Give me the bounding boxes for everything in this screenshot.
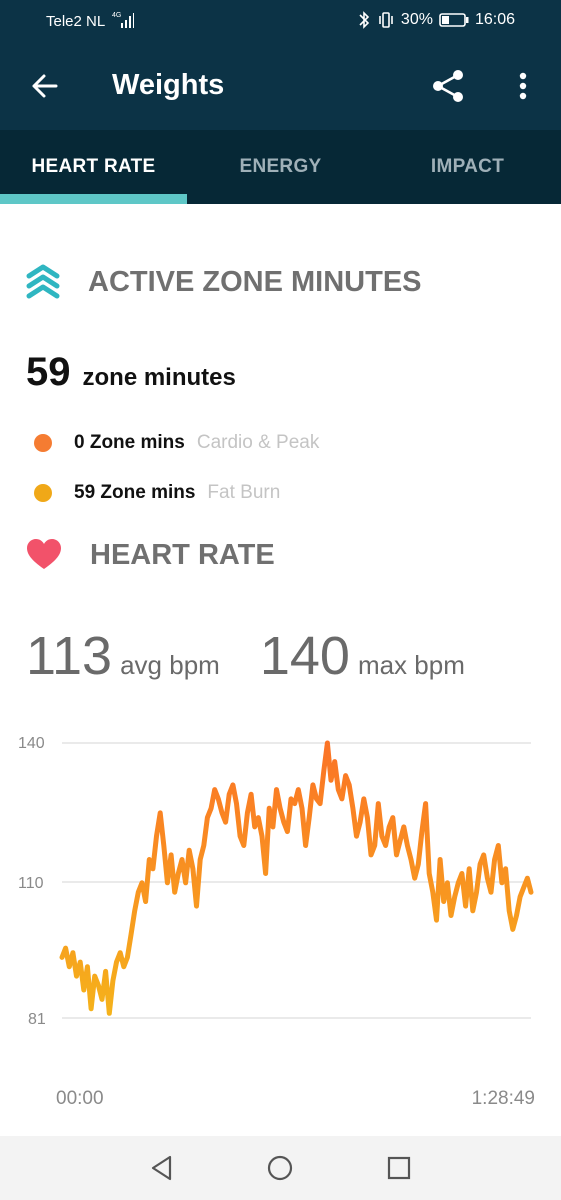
zone-category: Cardio & Peak: [196, 432, 320, 453]
more-vert-icon[interactable]: [508, 66, 538, 106]
system-nav-bar: [0, 1136, 561, 1200]
tab-energy[interactable]: ENERGY: [239, 156, 322, 177]
signal-icon: 4G: [112, 12, 134, 28]
vibrate-icon: [379, 12, 393, 28]
tab-impact[interactable]: IMPACT: [430, 156, 505, 177]
battery-icon: [439, 13, 469, 27]
heart-icon: [27, 539, 61, 569]
page-title: Weights: [112, 69, 225, 101]
app-bar: Weights: [0, 42, 561, 130]
bluetooth-icon: [359, 11, 370, 29]
zone-minutes-unit: zone minutes: [82, 364, 236, 391]
svg-text:4G: 4G: [112, 12, 121, 19]
zone-category: Fat Burn: [207, 482, 281, 503]
carrier-label: Tele2 NL: [46, 13, 106, 30]
zone-row-fat-burn: 59 Zone mins Fat Burn: [34, 482, 280, 504]
avg-bpm-unit: avg bpm: [120, 650, 220, 680]
heart-rate-header: HEART RATE: [26, 538, 275, 572]
back-arrow-icon[interactable]: [26, 66, 66, 106]
clock: 16:06: [474, 11, 515, 28]
y-tick-label: 140: [18, 735, 45, 752]
x-tick-label: 1:28:49: [472, 1088, 535, 1109]
active-zone-minutes-icon: [26, 264, 60, 299]
heart-rate-heading: HEART RATE: [90, 538, 275, 571]
heart-rate-chart: 140 110 81 00:00 1:28:49: [18, 735, 535, 1109]
zone-dot-icon: [34, 484, 52, 502]
tab-bar: HEART RATE ENERGY IMPACT: [0, 130, 561, 204]
status-bar: Tele2 NL 4G 30% 16:06: [0, 0, 561, 42]
x-tick-label: 00:00: [56, 1088, 104, 1109]
zone-value: 59 Zone mins: [74, 482, 196, 503]
tab-indicator: [0, 194, 187, 204]
y-tick-label: 81: [28, 1011, 46, 1028]
azm-header: ACTIVE ZONE MINUTES: [26, 262, 422, 302]
y-tick-label: 110: [18, 875, 44, 892]
nav-recents-icon[interactable]: [383, 1152, 415, 1184]
avg-bpm-value: 113: [26, 626, 113, 686]
share-icon[interactable]: [428, 66, 468, 106]
zone-minutes-total: 59 zone minutes: [26, 350, 236, 395]
battery-percent: 30%: [400, 11, 433, 28]
zone-dot-icon: [34, 434, 52, 452]
heart-rate-stats: 113 avg bpm 140 max bpm: [26, 625, 465, 687]
zone-minutes-value: 59: [26, 350, 71, 394]
zone-value: 0 Zone mins: [74, 432, 185, 453]
nav-back-icon[interactable]: [146, 1152, 178, 1184]
zone-row-cardio-peak: 0 Zone mins Cardio & Peak: [34, 432, 319, 454]
tab-heart-rate[interactable]: HEART RATE: [31, 156, 156, 177]
azm-heading: ACTIVE ZONE MINUTES: [88, 265, 422, 298]
heart-rate-series-line: [59, 740, 534, 1016]
nav-home-icon[interactable]: [264, 1152, 296, 1184]
max-bpm-unit: max bpm: [357, 650, 465, 680]
max-bpm-value: 140: [259, 626, 350, 686]
